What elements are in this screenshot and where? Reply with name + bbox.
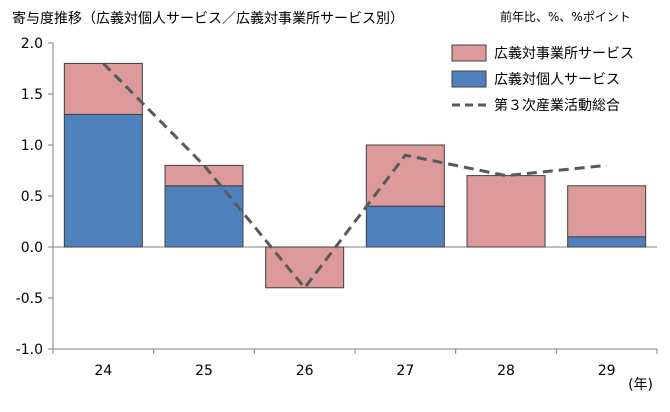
legend-swatch-business xyxy=(451,44,487,62)
bar-business-services xyxy=(63,62,143,115)
y-tick-label: 0.5 xyxy=(21,189,43,205)
y-tick-label: 1.5 xyxy=(21,87,43,103)
bar-business-services xyxy=(466,175,546,248)
series-line-tertiary-industry-total xyxy=(102,62,607,291)
chart-title: 寄与度推移（広義対個人サービス／広義対事業所サービス別） xyxy=(12,11,404,27)
x-tick-label: 27 xyxy=(396,363,414,379)
y-tick-label: 0.0 xyxy=(21,240,43,256)
bar-personal-services xyxy=(63,113,143,248)
x-tick-label: 25 xyxy=(195,363,213,379)
y-tick-label: 2.0 xyxy=(21,36,43,52)
y-tick-label: 1.0 xyxy=(21,138,43,154)
x-tick-label: 26 xyxy=(296,363,314,379)
legend-label-personal: 広義対個人サービス xyxy=(494,71,620,88)
bar-business-services xyxy=(567,185,647,238)
bar-business-services xyxy=(365,144,445,207)
y-tick-label: -1.0 xyxy=(16,342,43,358)
bar-personal-services xyxy=(567,236,647,248)
unit-note: 前年比、%、%ポイント xyxy=(500,10,631,24)
x-tick-label: 24 xyxy=(94,363,112,379)
x-axis-label: (年) xyxy=(628,377,653,393)
bar-personal-services xyxy=(164,185,244,248)
y-tick-label: -0.5 xyxy=(16,291,43,307)
legend-label-total: 第３次産業活動総合 xyxy=(494,97,620,114)
x-tick-label: 28 xyxy=(497,363,515,379)
legend-label-business: 広義対事業所サービス xyxy=(494,45,634,62)
bar-business-services xyxy=(164,164,244,187)
bar-personal-services xyxy=(365,205,445,248)
legend-swatch-personal xyxy=(451,70,487,88)
x-tick-label: 29 xyxy=(598,363,616,379)
